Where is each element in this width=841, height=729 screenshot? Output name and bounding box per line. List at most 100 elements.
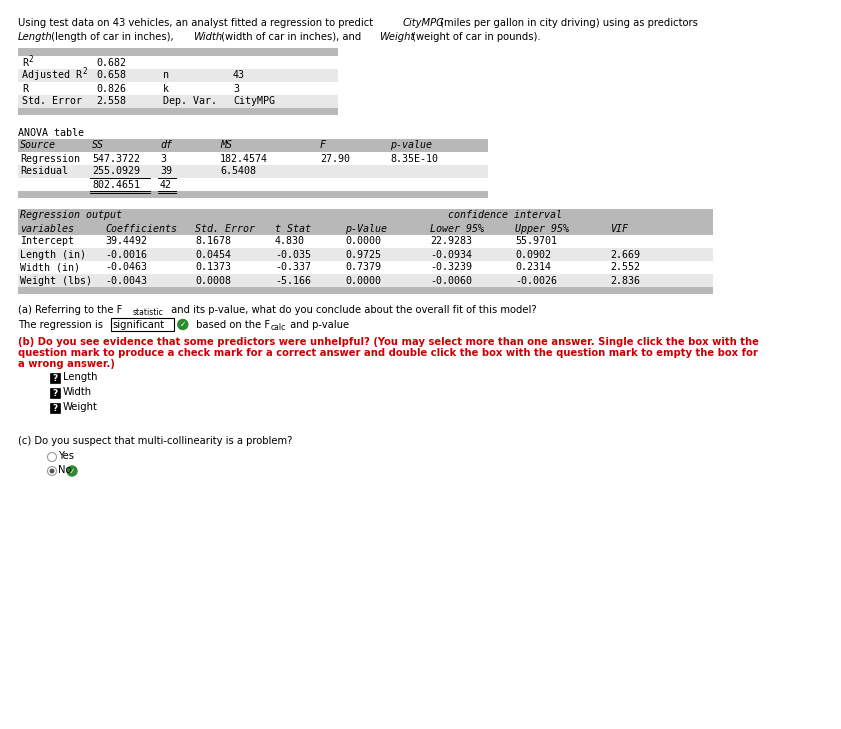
Text: 255.0929: 255.0929: [92, 166, 140, 176]
Text: Width (in): Width (in): [20, 262, 80, 273]
Text: 2: 2: [28, 55, 33, 63]
Text: p-Value: p-Value: [345, 224, 387, 233]
Text: F: F: [320, 141, 326, 150]
Text: ?: ?: [52, 389, 58, 397]
Text: 3: 3: [160, 154, 166, 163]
Text: based on the F: based on the F: [193, 320, 270, 330]
Text: -0.0043: -0.0043: [105, 276, 147, 286]
Text: 27.90: 27.90: [320, 154, 350, 163]
Text: No: No: [58, 465, 71, 475]
Text: MS: MS: [220, 141, 232, 150]
Text: 0.7379: 0.7379: [345, 262, 381, 273]
Text: ✓: ✓: [69, 467, 75, 475]
Text: and p-value: and p-value: [287, 320, 349, 330]
Text: Length: Length: [63, 372, 98, 382]
Text: CityMPG: CityMPG: [403, 18, 445, 28]
Text: Upper 95%: Upper 95%: [515, 224, 569, 233]
Text: 0.1373: 0.1373: [195, 262, 231, 273]
Text: 0.9725: 0.9725: [345, 249, 381, 260]
Text: calc: calc: [271, 323, 286, 332]
Bar: [18, 82, 338, 95]
Text: 43: 43: [233, 71, 245, 80]
Bar: [50, 403, 60, 413]
Text: a wrong answer.): a wrong answer.): [18, 359, 115, 369]
Circle shape: [67, 466, 77, 476]
Text: df: df: [160, 141, 172, 150]
Bar: [18, 248, 713, 261]
Bar: [18, 152, 488, 165]
Text: 0.0000: 0.0000: [345, 276, 381, 286]
Text: Weight (lbs): Weight (lbs): [20, 276, 92, 286]
Text: confidence interval: confidence interval: [448, 211, 562, 220]
Text: 4.830: 4.830: [275, 236, 305, 246]
Circle shape: [50, 469, 55, 474]
Circle shape: [47, 467, 56, 475]
Text: 39: 39: [160, 166, 172, 176]
Text: (c) Do you suspect that multi-collinearity is a problem?: (c) Do you suspect that multi-collineari…: [18, 436, 293, 446]
Text: (length of car in inches),: (length of car in inches),: [48, 31, 177, 42]
Text: 39.4492: 39.4492: [105, 236, 147, 246]
Bar: [18, 209, 713, 222]
Bar: [18, 261, 713, 274]
Bar: [50, 388, 60, 398]
Bar: [18, 287, 713, 294]
Text: -0.3239: -0.3239: [430, 262, 472, 273]
Text: statistic: statistic: [132, 308, 163, 317]
Text: -5.166: -5.166: [275, 276, 311, 286]
Text: and its p-value, what do you conclude about the overall fit of this model?: and its p-value, what do you conclude ab…: [168, 305, 537, 315]
Text: Intercept: Intercept: [20, 236, 74, 246]
Text: Coefficients: Coefficients: [105, 224, 177, 233]
Text: ✓: ✓: [180, 320, 186, 329]
Text: 802.4651: 802.4651: [92, 179, 140, 190]
Text: -0.0060: -0.0060: [430, 276, 472, 286]
Text: variables: variables: [20, 224, 74, 233]
Text: -0.0934: -0.0934: [430, 249, 472, 260]
Text: Weight: Weight: [379, 31, 415, 42]
Text: 2.558: 2.558: [96, 96, 126, 106]
Text: 8.35E-10: 8.35E-10: [390, 154, 438, 163]
Bar: [18, 108, 338, 115]
Text: 22.9283: 22.9283: [430, 236, 472, 246]
Text: SS: SS: [92, 141, 104, 150]
Bar: [18, 191, 488, 198]
Text: Adjusted R: Adjusted R: [22, 71, 82, 80]
Text: Weight: Weight: [63, 402, 98, 412]
Text: Std. Error: Std. Error: [195, 224, 255, 233]
Text: 0.0454: 0.0454: [195, 249, 231, 260]
Text: VIF: VIF: [610, 224, 628, 233]
Text: t Stat: t Stat: [275, 224, 311, 233]
Text: The regression is: The regression is: [18, 320, 106, 330]
Text: (width of car in inches), and: (width of car in inches), and: [218, 31, 364, 42]
Circle shape: [47, 453, 56, 461]
Text: Regression output: Regression output: [20, 211, 122, 220]
Text: p-value: p-value: [390, 141, 432, 150]
Text: Dep. Var.: Dep. Var.: [163, 96, 217, 106]
Text: ANOVA table: ANOVA table: [18, 128, 84, 138]
Text: 3: 3: [233, 84, 239, 93]
Text: (weight of car in pounds).: (weight of car in pounds).: [409, 31, 541, 42]
Bar: [18, 69, 338, 82]
Text: Source: Source: [20, 141, 56, 150]
Bar: [18, 235, 713, 248]
Bar: [111, 318, 174, 331]
Bar: [18, 139, 488, 152]
Text: Yes: Yes: [58, 451, 74, 461]
Text: 0.658: 0.658: [96, 71, 126, 80]
Bar: [18, 48, 338, 56]
Bar: [18, 178, 488, 191]
Bar: [18, 95, 338, 108]
Text: 2.552: 2.552: [610, 262, 640, 273]
Text: 0.0000: 0.0000: [345, 236, 381, 246]
Text: -0.035: -0.035: [275, 249, 311, 260]
Text: 0.0008: 0.0008: [195, 276, 231, 286]
Bar: [18, 274, 713, 287]
Text: 2.669: 2.669: [610, 249, 640, 260]
Text: -0.337: -0.337: [275, 262, 311, 273]
Text: -0.0026: -0.0026: [515, 276, 557, 286]
Text: Residual: Residual: [20, 166, 68, 176]
Bar: [18, 222, 713, 235]
Text: significant: significant: [113, 320, 165, 330]
Text: 8.1678: 8.1678: [195, 236, 231, 246]
Text: n: n: [163, 71, 169, 80]
Text: Using test data on 43 vehicles, an analyst fitted a regression to predict: Using test data on 43 vehicles, an analy…: [18, 18, 376, 28]
